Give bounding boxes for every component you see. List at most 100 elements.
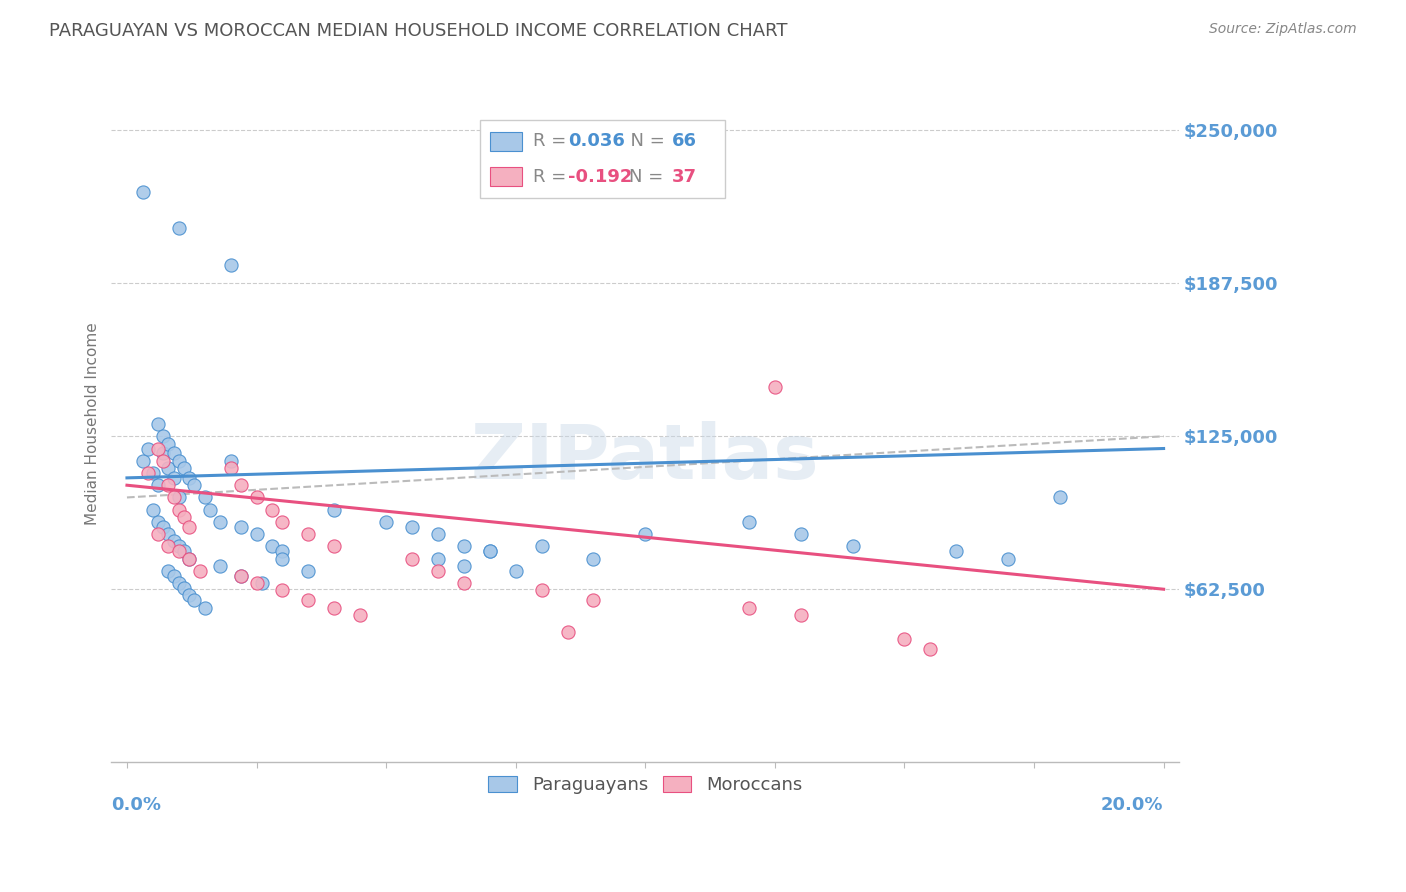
- Point: [152, 429, 174, 443]
- Point: [323, 540, 346, 554]
- Point: [198, 502, 221, 516]
- Point: [162, 568, 184, 582]
- Point: [152, 446, 174, 460]
- FancyBboxPatch shape: [491, 168, 523, 186]
- Point: [219, 454, 242, 468]
- Text: 37: 37: [672, 168, 697, 186]
- Point: [173, 581, 195, 595]
- Point: [582, 551, 605, 566]
- Point: [505, 564, 527, 578]
- Point: [920, 642, 942, 657]
- Point: [945, 544, 967, 558]
- Point: [401, 551, 423, 566]
- Text: -0.192: -0.192: [568, 168, 633, 186]
- FancyBboxPatch shape: [491, 132, 523, 151]
- Point: [162, 446, 184, 460]
- Point: [167, 221, 190, 235]
- Point: [738, 600, 761, 615]
- Point: [219, 258, 242, 272]
- Point: [179, 520, 201, 534]
- Point: [157, 478, 180, 492]
- Point: [183, 593, 205, 607]
- Text: PARAGUAYAN VS MOROCCAN MEDIAN HOUSEHOLD INCOME CORRELATION CHART: PARAGUAYAN VS MOROCCAN MEDIAN HOUSEHOLD …: [49, 22, 787, 40]
- Point: [167, 540, 190, 554]
- Point: [229, 568, 252, 582]
- Point: [1049, 491, 1071, 505]
- Point: [297, 564, 319, 578]
- Point: [426, 551, 449, 566]
- Point: [167, 454, 190, 468]
- Text: Source: ZipAtlas.com: Source: ZipAtlas.com: [1209, 22, 1357, 37]
- Point: [162, 491, 184, 505]
- Point: [142, 502, 165, 516]
- Point: [426, 564, 449, 578]
- Point: [271, 544, 294, 558]
- Point: [323, 502, 346, 516]
- Point: [162, 471, 184, 485]
- Point: [245, 491, 267, 505]
- Text: R =: R =: [533, 168, 572, 186]
- Point: [194, 600, 217, 615]
- Point: [179, 588, 201, 602]
- Point: [790, 527, 813, 541]
- Point: [634, 527, 657, 541]
- Point: [530, 583, 553, 598]
- Point: [763, 380, 786, 394]
- Point: [262, 540, 284, 554]
- Point: [188, 564, 211, 578]
- Point: [162, 534, 184, 549]
- Text: 20.0%: 20.0%: [1101, 796, 1164, 814]
- Text: N =: N =: [630, 168, 669, 186]
- Text: ZIPatlas: ZIPatlas: [471, 421, 820, 495]
- Point: [453, 540, 475, 554]
- Point: [245, 527, 267, 541]
- Point: [173, 461, 195, 475]
- Point: [229, 478, 252, 492]
- Point: [167, 544, 190, 558]
- Point: [401, 520, 423, 534]
- Point: [131, 185, 153, 199]
- Point: [245, 576, 267, 591]
- Text: 0.0%: 0.0%: [111, 796, 162, 814]
- Point: [167, 491, 190, 505]
- Point: [582, 593, 605, 607]
- Point: [297, 593, 319, 607]
- Point: [183, 478, 205, 492]
- Point: [157, 564, 180, 578]
- Point: [179, 471, 201, 485]
- Point: [136, 442, 159, 456]
- Text: N =: N =: [619, 132, 671, 150]
- Point: [893, 632, 915, 647]
- Point: [271, 551, 294, 566]
- Point: [167, 502, 190, 516]
- Point: [131, 454, 153, 468]
- Point: [157, 540, 180, 554]
- Point: [194, 491, 217, 505]
- Point: [146, 478, 169, 492]
- FancyBboxPatch shape: [479, 120, 725, 198]
- Point: [738, 515, 761, 529]
- Point: [209, 558, 232, 573]
- Y-axis label: Median Household Income: Median Household Income: [86, 323, 100, 525]
- Point: [841, 540, 863, 554]
- Point: [530, 540, 553, 554]
- Point: [136, 466, 159, 480]
- Point: [157, 436, 180, 450]
- Text: R =: R =: [533, 132, 572, 150]
- Point: [790, 607, 813, 622]
- Point: [179, 551, 201, 566]
- Point: [146, 417, 169, 431]
- Point: [179, 551, 201, 566]
- Point: [152, 520, 174, 534]
- Point: [453, 558, 475, 573]
- Point: [323, 600, 346, 615]
- Point: [167, 576, 190, 591]
- Point: [271, 515, 294, 529]
- Point: [229, 568, 252, 582]
- Point: [375, 515, 398, 529]
- Point: [173, 544, 195, 558]
- Point: [262, 502, 284, 516]
- Point: [142, 466, 165, 480]
- Point: [349, 607, 371, 622]
- Point: [250, 576, 273, 591]
